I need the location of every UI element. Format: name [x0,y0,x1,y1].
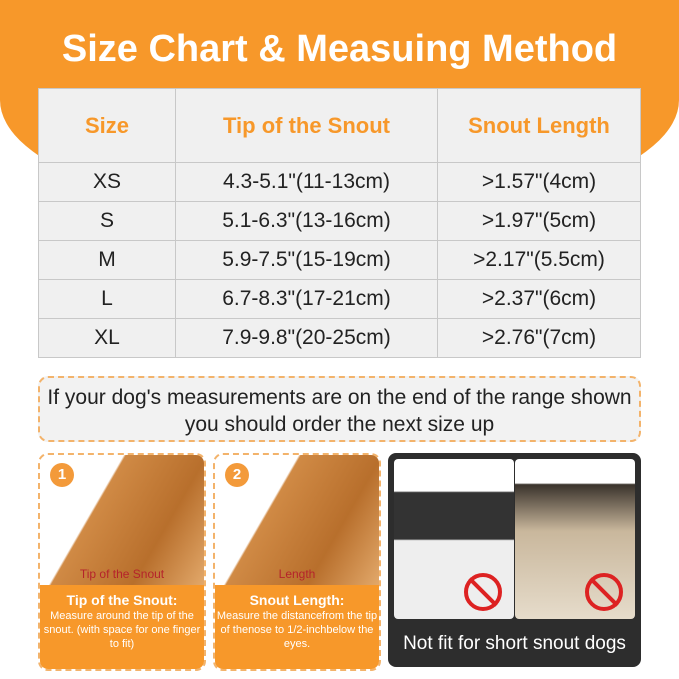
table-cell: L [38,279,176,319]
table-cell: XL [38,318,176,358]
step-heading: Tip of the Snout: [66,592,178,608]
table-cell: M [38,240,176,280]
header-tip: Tip of the Snout [175,88,438,163]
table-cell: 7.9-9.8"(20-25cm) [175,318,438,358]
table-cell: 5.1-6.3"(13-16cm) [175,201,438,241]
step-heading: Snout Length: [249,592,345,608]
step-card-tip: 1 Tip of the Snout Tip of the Snout: Meas… [38,453,206,671]
header-length: Snout Length [437,88,641,163]
table-cell: 4.3-5.1"(11-13cm) [175,162,438,202]
page-title: Size Chart & Measuing Method [61,28,618,70]
prohibited-icon [464,573,502,611]
table-cell: >2.76"(7cm) [437,318,641,358]
photo-caption: Tip of the Snout [79,567,165,581]
warning-text: Not fit for short snout dogs [403,633,626,654]
header-size: Size [38,88,176,163]
table-cell: 5.9-7.5"(15-19cm) [175,240,438,280]
table-cell: >1.57"(4cm) [437,162,641,202]
table-row: L 6.7-8.3"(17-21cm) >2.37"(6cm) [38,279,641,319]
table-header: Size Tip of the Snout Snout Length [38,88,641,163]
table-row: M 5.9-7.5"(15-19cm) >2.17"(5.5cm) [38,240,641,280]
table-cell: 6.7-8.3"(17-21cm) [175,279,438,319]
step-text: Measure the distancefrom the tip of then… [216,610,378,650]
table-row: S 5.1-6.3"(13-16cm) >1.97"(5cm) [38,201,641,241]
table-cell: >1.97"(5cm) [437,201,641,241]
prohibited-icon [585,573,623,611]
step-number: 2 [225,463,249,487]
step-card-length: 2 Length Snout Length: Measure the distan… [213,453,381,671]
table-row: XS 4.3-5.1"(11-13cm) >1.57"(4cm) [38,162,641,202]
short-snout-warning: Not fit for short snout dogs [388,453,641,667]
size-table: Size Tip of the Snout Snout Length XS 4.3… [38,88,641,358]
step-text: Measure around the tip of the snout. (wi… [43,610,201,650]
table-row: XL 7.9-9.8"(20-25cm) >2.76"(7cm) [38,318,641,358]
sizing-note: If your dog's measurements are on the en… [38,376,641,442]
table-cell: >2.17"(5.5cm) [437,240,641,280]
table-cell: S [38,201,176,241]
step-number: 1 [50,463,74,487]
photo-caption: Length [278,567,316,581]
french-bulldog-photo [394,459,514,619]
pug-photo [515,459,635,619]
table-cell: XS [38,162,176,202]
table-cell: >2.37"(6cm) [437,279,641,319]
